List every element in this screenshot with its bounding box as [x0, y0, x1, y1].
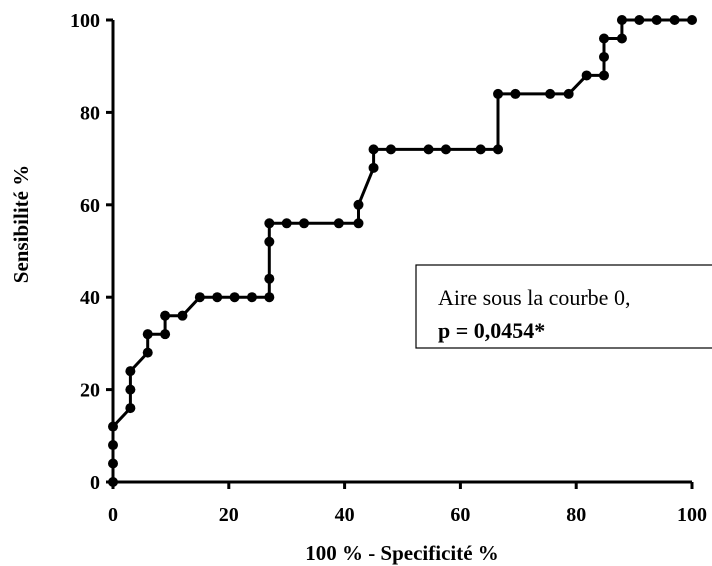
x-tick-label: 40 — [335, 504, 355, 526]
y-tick-label: 60 — [80, 195, 100, 217]
y-axis-title: Sensibilité % — [9, 165, 33, 283]
axes — [111, 20, 692, 484]
data-point — [142, 329, 153, 340]
data-point — [353, 199, 364, 210]
x-tick-label: 80 — [566, 504, 586, 526]
data-point — [475, 144, 486, 155]
data-point — [281, 218, 292, 229]
annotation-frame — [415, 264, 712, 349]
data-point — [545, 88, 556, 99]
y-tick-label: 100 — [70, 10, 100, 32]
data-point — [264, 236, 275, 247]
data-point — [160, 310, 171, 321]
data-point — [125, 384, 136, 395]
x-axis-title: 100 % - Specificité % — [305, 541, 499, 565]
data-point — [177, 310, 188, 321]
y-tick-label: 40 — [80, 287, 100, 309]
data-point — [246, 292, 257, 303]
data-point — [423, 144, 434, 155]
data-point — [687, 15, 697, 25]
data-point — [142, 347, 153, 358]
y-tick-label: 20 — [80, 380, 100, 402]
data-point — [264, 273, 275, 284]
data-point — [669, 15, 680, 25]
data-point — [616, 15, 627, 25]
data-point — [264, 218, 275, 229]
data-point — [651, 15, 662, 25]
data-point — [598, 51, 609, 62]
y-tick-label: 0 — [90, 472, 100, 494]
data-point — [299, 218, 310, 229]
data-point — [194, 292, 205, 303]
x-tick-label: 60 — [450, 504, 470, 526]
series-group — [108, 15, 697, 487]
data-point — [634, 15, 645, 25]
data-point — [368, 162, 379, 173]
data-point — [385, 144, 396, 155]
data-point — [108, 458, 118, 469]
annotation-box: Aire sous la courbe 0, p = 0,0454* — [415, 264, 712, 349]
series-line — [111, 18, 692, 482]
ticks — [106, 18, 694, 489]
x-tick-label: 100 — [677, 504, 707, 526]
data-point — [598, 33, 609, 44]
data-point — [333, 218, 344, 229]
data-point — [353, 218, 364, 229]
x-tick-label: 0 — [108, 504, 118, 526]
data-point — [616, 33, 627, 44]
data-point — [264, 292, 275, 303]
annotation-line-2: p = 0,0454* — [438, 318, 545, 343]
data-point — [493, 88, 504, 99]
data-point — [581, 70, 592, 81]
data-point — [440, 144, 451, 155]
tick-labels: 0 20 40 60 80 100 0 20 40 60 80 100 — [70, 10, 707, 526]
data-point — [510, 88, 521, 99]
data-point — [160, 329, 171, 340]
data-point — [212, 292, 223, 303]
data-point — [229, 292, 240, 303]
data-point — [108, 421, 118, 432]
data-point — [598, 70, 609, 81]
data-point — [108, 477, 118, 487]
data-point — [125, 403, 136, 414]
data-point — [108, 440, 118, 451]
y-tick-label: 80 — [80, 102, 100, 124]
data-point — [493, 144, 504, 155]
data-point — [125, 366, 136, 377]
annotation-line-1: Aire sous la courbe 0, — [438, 285, 630, 310]
data-point — [563, 88, 574, 99]
x-tick-label: 20 — [219, 504, 239, 526]
data-point — [368, 144, 379, 155]
